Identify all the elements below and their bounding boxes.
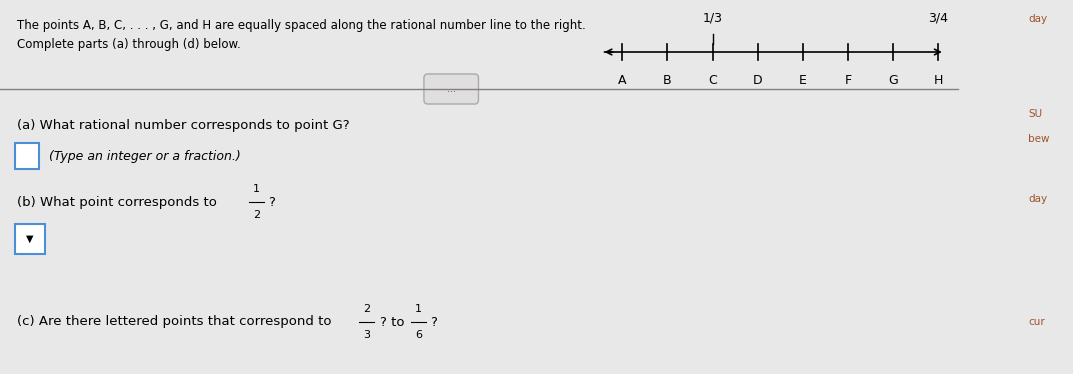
Text: ?: ?: [429, 316, 437, 328]
Text: bew: bew: [1028, 134, 1049, 144]
Text: 3: 3: [363, 330, 370, 340]
Text: 1: 1: [415, 304, 422, 314]
Text: 6: 6: [415, 330, 422, 340]
Text: D: D: [753, 74, 763, 87]
Text: (Type an integer or a fraction.): (Type an integer or a fraction.): [49, 150, 240, 162]
Text: E: E: [798, 74, 807, 87]
Text: ?: ?: [268, 196, 275, 208]
FancyBboxPatch shape: [15, 143, 40, 169]
Text: day: day: [1028, 14, 1047, 24]
Text: C: C: [708, 74, 717, 87]
Text: The points A, B, C, . . . , G, and H are equally spaced along the rational numbe: The points A, B, C, . . . , G, and H are…: [17, 19, 586, 51]
Text: ? to: ? to: [380, 316, 409, 328]
Text: SU: SU: [1028, 109, 1042, 119]
Text: B: B: [663, 74, 672, 87]
Text: 1/3: 1/3: [703, 11, 722, 24]
Text: (c) Are there lettered points that correspond to: (c) Are there lettered points that corre…: [17, 316, 336, 328]
FancyBboxPatch shape: [424, 74, 479, 104]
Text: H: H: [934, 74, 943, 87]
Text: ▼: ▼: [27, 234, 34, 244]
Text: 3/4: 3/4: [928, 11, 949, 24]
Text: (a) What rational number corresponds to point G?: (a) What rational number corresponds to …: [17, 119, 350, 132]
FancyBboxPatch shape: [15, 224, 45, 254]
Text: 2: 2: [253, 210, 260, 220]
Text: day: day: [1028, 194, 1047, 204]
Text: G: G: [888, 74, 898, 87]
Text: F: F: [844, 74, 852, 87]
Text: (b) What point corresponds to: (b) What point corresponds to: [17, 196, 221, 208]
Text: ...: ...: [446, 84, 456, 94]
Text: A: A: [618, 74, 627, 87]
Text: 2: 2: [363, 304, 370, 314]
Text: 1: 1: [253, 184, 260, 194]
Text: cur: cur: [1028, 317, 1045, 327]
